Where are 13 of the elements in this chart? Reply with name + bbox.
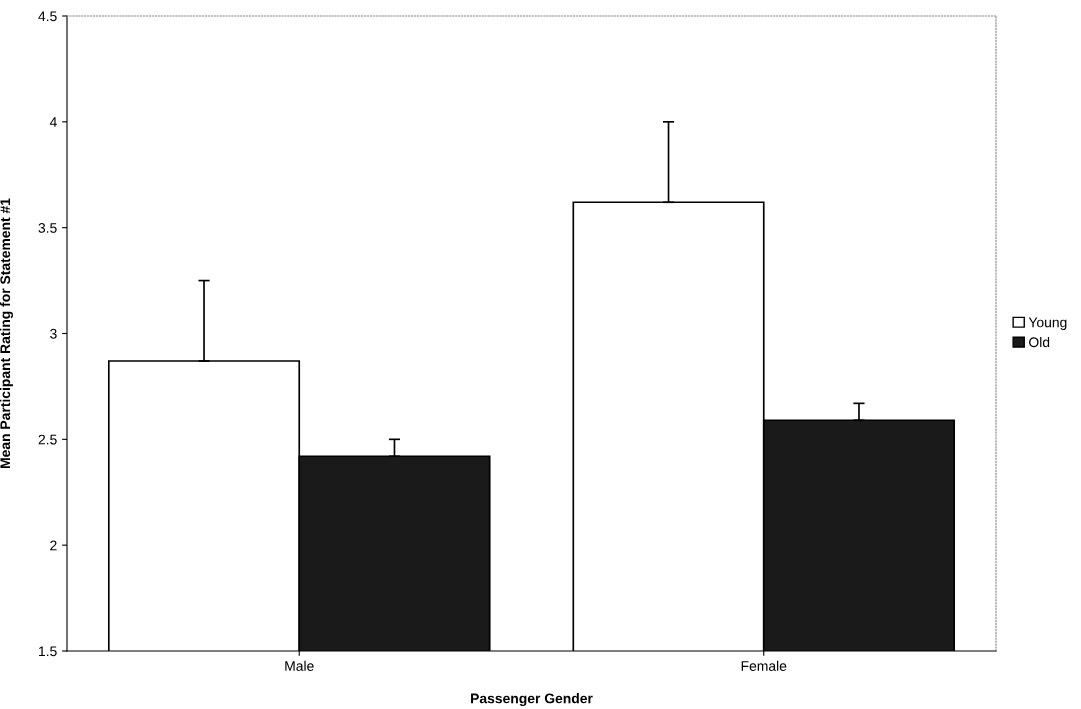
y-tick-label: 4.5 (38, 11, 57, 22)
x-axis-title: Passenger Gender (471, 693, 593, 707)
y-tick-label: 3.5 (38, 223, 57, 233)
y-tick-label: 1.5 (39, 646, 57, 657)
y-tick-label: 4 (49, 117, 57, 127)
y-tick-label: 2 (50, 540, 57, 551)
x-tick-label: Female (741, 660, 787, 671)
y-axis-title: Mean Participant Rating for Statement #1 (0, 198, 13, 469)
x-tick-label: Male (285, 660, 314, 671)
y-tick-label: 3 (50, 328, 57, 339)
legend-label: Old (1029, 336, 1050, 348)
legend-label: Young (1028, 317, 1067, 331)
y-tick-label: 2.5 (38, 434, 57, 445)
